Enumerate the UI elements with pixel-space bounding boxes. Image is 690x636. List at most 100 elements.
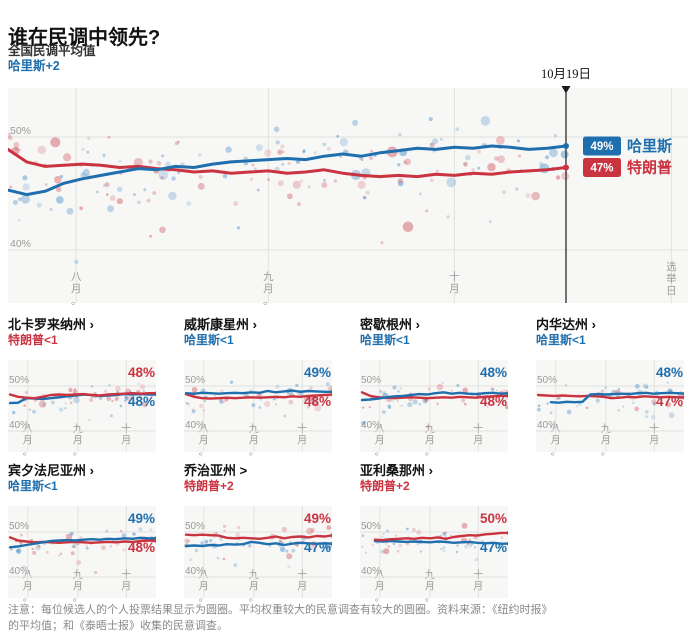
trend-line-trump xyxy=(184,533,332,540)
poll-dot-trump xyxy=(525,193,531,198)
poll-dot-trump xyxy=(277,180,284,187)
poll-dot-harris xyxy=(259,398,262,401)
state-link-2[interactable]: 威斯康星州 › xyxy=(184,317,257,333)
poll-dot-trump xyxy=(94,571,98,574)
poll-dot-trump xyxy=(282,541,285,544)
poll-dot-trump xyxy=(287,193,293,200)
poll-dot-harris xyxy=(501,402,504,405)
month-label: 九月。 xyxy=(601,423,611,458)
poll-dot-harris xyxy=(477,166,481,170)
poll-dot-trump xyxy=(600,389,605,393)
poll-dot-harris xyxy=(305,548,309,551)
state-poll-chart-7: 八月。 九月。 十月 50% 40% 50% 47% xyxy=(360,506,508,604)
poll-dot-trump xyxy=(680,405,683,408)
poll-dot-harris xyxy=(538,161,544,167)
state-name: 宾夕法尼亚州 xyxy=(8,463,90,478)
poll-dot-harris xyxy=(632,401,635,405)
poll-dot-trump xyxy=(326,146,332,151)
poll-dot-harris xyxy=(392,400,395,403)
poll-dot-harris xyxy=(382,532,385,535)
value-label-trump: 47% xyxy=(656,394,683,409)
month-label: 八月。 xyxy=(199,570,209,604)
poll-dot-harris xyxy=(158,170,169,180)
state-link-5[interactable]: 宾夕法尼亚州 › xyxy=(8,463,94,479)
poll-dot-trump xyxy=(18,148,21,152)
poll-dot-trump xyxy=(69,390,72,393)
state-card-header: 北卡罗来纳州 › 特朗普<1 xyxy=(8,317,94,348)
value-label-harris: 48% xyxy=(128,394,155,409)
state-name: 威斯康星州 xyxy=(184,317,253,332)
poll-dot-harris xyxy=(325,545,330,550)
state-link-7[interactable]: 亚利桑那州 › xyxy=(360,463,433,479)
poll-dot-trump xyxy=(309,543,317,550)
poll-dot-trump xyxy=(44,183,48,186)
poll-dot-trump xyxy=(363,196,367,200)
state-link-3[interactable]: 密歇根州 › xyxy=(360,317,420,333)
poll-dot-harris xyxy=(604,386,607,389)
poll-dot-trump xyxy=(490,387,494,391)
poll-dot-trump xyxy=(186,539,190,543)
y-tick-label: 40% xyxy=(361,566,381,577)
poll-dot-harris xyxy=(537,407,541,412)
poll-dot-trump xyxy=(497,155,505,164)
poll-dot-harris xyxy=(352,119,359,126)
poll-dot-trump xyxy=(468,538,472,542)
poll-dot-harris xyxy=(121,533,126,538)
value-label-trump: 48% xyxy=(480,394,507,409)
chevron-right-icon: › xyxy=(591,317,596,332)
poll-dot-trump xyxy=(88,419,91,422)
state-link-1[interactable]: 北卡罗来纳州 › xyxy=(8,317,94,333)
poll-dot-harris xyxy=(142,390,145,392)
poll-dot-harris xyxy=(233,563,238,567)
poll-dot-trump xyxy=(403,160,407,164)
poll-dot-harris xyxy=(439,137,443,141)
poll-dot-trump xyxy=(306,527,314,535)
poll-dot-trump xyxy=(174,141,179,146)
poll-dot-harris xyxy=(398,133,402,137)
poll-dot-harris xyxy=(71,545,75,548)
poll-dot-harris xyxy=(187,403,190,406)
poll-dot-trump xyxy=(486,405,489,408)
month-label: 九月。 xyxy=(425,569,435,604)
poll-dot-harris xyxy=(149,528,153,532)
poll-dot-trump xyxy=(111,400,114,403)
poll-dot-harris xyxy=(85,546,89,550)
poll-dot-harris xyxy=(549,411,553,415)
poll-dot-harris xyxy=(379,390,382,393)
poll-dot-harris xyxy=(546,402,549,405)
poll-dot-trump xyxy=(449,534,453,537)
poll-dot-trump xyxy=(246,394,250,397)
state-name: 北卡罗来纳州 xyxy=(8,317,90,332)
month-label: 九月。 xyxy=(263,271,274,307)
line-end-dot-trump xyxy=(330,533,332,538)
state-link-4[interactable]: 内华达州 › xyxy=(536,317,596,333)
poll-dot-trump xyxy=(70,551,75,556)
line-end-dot-harris xyxy=(330,389,332,394)
poll-dot-trump xyxy=(119,529,123,533)
poll-dot-harris xyxy=(291,548,296,553)
poll-dot-harris xyxy=(560,150,569,159)
state-poll-chart-4: 八月。 九月。 十月 50% 40% 48% 47% xyxy=(536,360,684,458)
poll-dot-harris xyxy=(116,186,123,193)
poll-dot-trump xyxy=(89,398,94,402)
poll-dot-harris xyxy=(652,402,657,406)
plot-area xyxy=(8,88,688,303)
poll-dot-harris xyxy=(361,421,366,426)
poll-dot-trump xyxy=(397,177,404,184)
poll-dot-trump xyxy=(427,387,431,391)
poll-dot-trump xyxy=(463,161,468,167)
month-label: 九月。 xyxy=(249,423,259,458)
poll-dot-trump xyxy=(79,536,83,540)
value-label-harris: 47% xyxy=(304,540,331,555)
poll-dot-harris xyxy=(442,532,447,536)
poll-dot-trump xyxy=(531,191,540,201)
poll-dot-harris xyxy=(49,207,53,212)
poll-dot-harris xyxy=(247,543,252,548)
poll-dot-harris xyxy=(66,207,74,215)
state-link-6[interactable]: 乔治亚州 > xyxy=(184,463,247,479)
poll-dot-trump xyxy=(300,179,304,183)
line-end-dot-trump xyxy=(682,395,684,400)
poll-dot-trump xyxy=(250,177,254,181)
chevron-right-icon: › xyxy=(252,317,257,332)
poll-dot-harris xyxy=(382,391,386,395)
